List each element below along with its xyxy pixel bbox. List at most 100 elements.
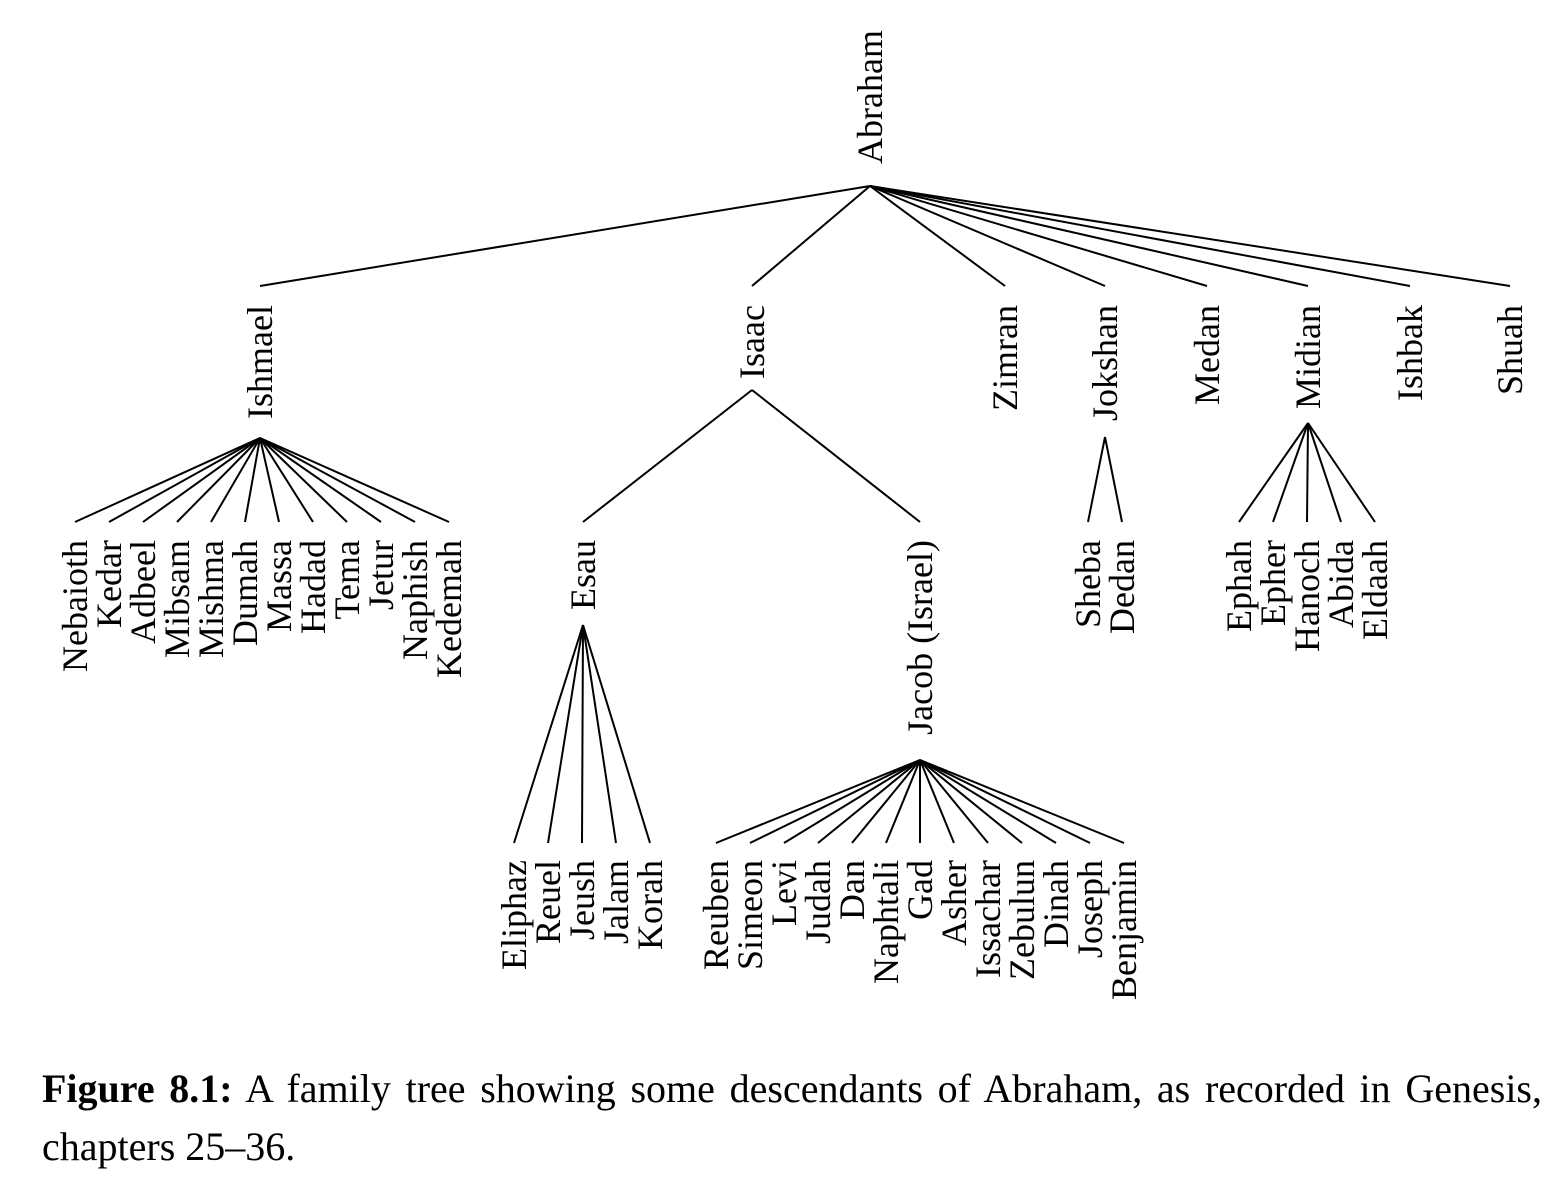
edge-ishmael-dumah — [244, 437, 261, 523]
node-ishbak: Ishbak — [1390, 305, 1430, 401]
node-dumah: Dumah — [225, 540, 265, 646]
node-esau: Esau — [563, 540, 603, 610]
edge-esau-jeush — [581, 624, 584, 844]
edge-jacob-israel-simeon — [749, 759, 921, 844]
edge-jokshan-sheba — [1087, 436, 1106, 523]
node-levi: Levi — [764, 860, 804, 926]
node-kedar: Kedar — [89, 540, 129, 628]
node-eldaah: Eldaah — [1355, 540, 1395, 640]
node-simeon: Simeon — [730, 860, 770, 970]
edge-ishmael-kedar — [108, 437, 261, 523]
node-naphtali: Naphtali — [866, 860, 906, 984]
node-ephah: Ephah — [1219, 540, 1259, 632]
node-benjamin: Benjamin — [1104, 860, 1144, 1000]
tree-edges — [74, 185, 1511, 844]
edge-esau-reuel — [547, 624, 584, 844]
family-tree-diagram: Abraham Ishmael Isaac Zimran Jokshan Medan Mid… — [55, 30, 1530, 1000]
edge-ishmael-naphish — [259, 437, 416, 523]
edge-ishmael-jetur — [259, 437, 382, 523]
edge-jacob-israel-dinah — [919, 759, 1057, 844]
edge-midian-abida — [1307, 422, 1342, 523]
edge-abraham-ishbak — [869, 185, 1411, 287]
node-naphish: Naphish — [395, 540, 435, 660]
node-jokshan: Jokshan — [1085, 305, 1125, 421]
edge-abraham-zimran — [869, 185, 1006, 287]
node-medan: Medan — [1187, 305, 1227, 405]
node-gad: Gad — [900, 860, 940, 920]
edge-jacob-israel-reuben — [715, 759, 921, 844]
edge-jacob-israel-asher — [919, 759, 955, 844]
edge-ishmael-adbeel — [142, 437, 261, 523]
caption-label: Figure 8.1: — [42, 1066, 233, 1111]
node-dinah: Dinah — [1036, 860, 1076, 948]
edge-ishmael-nebaioth — [74, 437, 261, 523]
node-adbeel: Adbeel — [123, 540, 163, 644]
edge-jokshan-dedan — [1104, 436, 1123, 523]
edge-midian-eldaah — [1307, 422, 1376, 523]
node-ishmael: Ishmael — [240, 305, 280, 419]
node-massa: Massa — [259, 540, 299, 632]
node-korah: Korah — [630, 860, 670, 950]
node-judah: Judah — [798, 860, 838, 944]
edge-ishmael-tema — [259, 437, 348, 523]
edge-jacob-israel-naphtali — [885, 759, 921, 844]
edge-isaac-jacob-israel — [751, 389, 921, 523]
node-abraham: Abraham — [850, 30, 890, 164]
edge-esau-jalam — [582, 624, 617, 844]
edge-abraham-jokshan — [869, 185, 1106, 287]
node-hanoch: Hanoch — [1287, 540, 1327, 652]
edge-esau-korah — [582, 624, 651, 844]
node-mibsam: Mibsam — [157, 540, 197, 658]
node-isaac: Isaac — [732, 305, 772, 379]
edge-abraham-midian — [869, 185, 1309, 287]
edge-jacob-israel-zebulun — [919, 759, 1023, 844]
edge-jacob-israel-benjamin — [919, 759, 1125, 844]
edge-midian-epher — [1272, 422, 1309, 523]
edge-jacob-israel-issachar — [919, 759, 989, 844]
edge-ishmael-hadad — [259, 437, 314, 523]
edge-abraham-shuah — [869, 185, 1511, 287]
node-tema: Tema — [327, 540, 367, 619]
node-hadad: Hadad — [293, 540, 333, 634]
node-jacob-israel: Jacob (Israel) — [900, 540, 940, 735]
edge-ishmael-massa — [259, 437, 280, 523]
node-dan: Dan — [832, 860, 872, 920]
caption-text: A family tree showing some descendants o… — [42, 1066, 1542, 1169]
edge-abraham-ishmael — [259, 185, 871, 287]
node-midian: Midian — [1288, 305, 1328, 409]
edge-ishmael-mishma — [210, 437, 261, 523]
node-issachar: Issachar — [968, 860, 1008, 978]
node-sheba: Sheba — [1068, 540, 1108, 628]
node-jetur: Jetur — [361, 540, 401, 610]
node-jeush: Jeush — [562, 860, 602, 940]
edge-esau-eliphaz — [513, 624, 584, 844]
node-zebulun: Zebulun — [1002, 860, 1042, 980]
edge-jacob-israel-joseph — [919, 759, 1091, 844]
edge-ishmael-kedemah — [259, 437, 450, 523]
node-kedemah: Kedemah — [429, 540, 469, 678]
node-shuah: Shuah — [1490, 305, 1530, 395]
node-joseph: Joseph — [1070, 860, 1110, 958]
node-reuel: Reuel — [528, 860, 568, 944]
figure-caption: Figure 8.1: A family tree showing some d… — [42, 1060, 1542, 1176]
edge-abraham-isaac — [751, 185, 871, 287]
node-nebaioth: Nebaioth — [55, 540, 95, 672]
edge-jacob-israel-dan — [851, 759, 921, 844]
edge-midian-hanoch — [1306, 422, 1309, 523]
edge-jacob-israel-levi — [783, 759, 921, 844]
edge-abraham-medan — [869, 185, 1208, 287]
node-zimran: Zimran — [985, 305, 1025, 411]
node-asher: Asher — [934, 860, 974, 946]
node-dedan: Dedan — [1102, 540, 1142, 634]
edge-midian-ephah — [1238, 422, 1309, 523]
node-eliphaz: Eliphaz — [494, 860, 534, 970]
edge-jacob-israel-judah — [817, 759, 921, 844]
edge-isaac-esau — [582, 389, 753, 523]
node-reuben: Reuben — [696, 860, 736, 970]
tree-labels: Abraham Ishmael Isaac Zimran Jokshan Medan Mid… — [55, 30, 1530, 1000]
node-epher: Epher — [1253, 540, 1293, 626]
node-jalam: Jalam — [596, 860, 636, 944]
edge-ishmael-mibsam — [176, 437, 261, 523]
node-abida: Abida — [1321, 540, 1361, 628]
node-mishma: Mishma — [191, 540, 231, 658]
